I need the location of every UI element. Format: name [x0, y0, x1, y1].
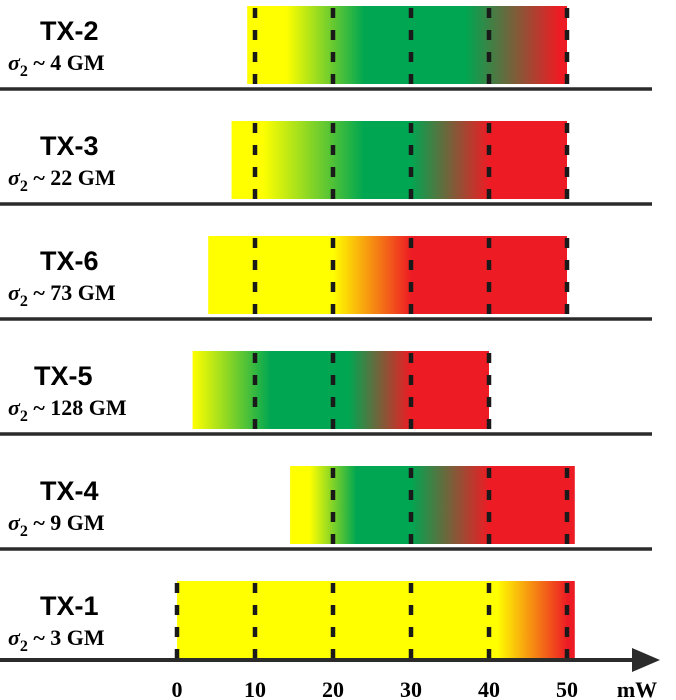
- axes-layer: [0, 87, 660, 672]
- sigma-subscript: 2: [20, 638, 28, 655]
- sigma-symbol: σ: [8, 510, 21, 535]
- x-tick-label: 30: [400, 677, 422, 700]
- sigma-value: ~ 128 GM: [28, 395, 127, 420]
- bar-tx-6: [208, 236, 567, 314]
- x-axis-arrow: [632, 648, 660, 672]
- sigma-subscript: 2: [20, 408, 28, 425]
- row-sigma-label: σ2 ~ 128 GM: [8, 395, 127, 425]
- row-name-label: TX-3: [40, 131, 99, 161]
- row-name-label: TX-6: [40, 246, 99, 276]
- sigma-value: ~ 73 GM: [28, 280, 116, 305]
- row-name-label: TX-5: [34, 361, 93, 391]
- sigma-value: ~ 3 GM: [28, 625, 105, 650]
- sigma-symbol: σ: [8, 50, 21, 75]
- x-tick-label: 20: [322, 677, 344, 700]
- sigma-symbol: σ: [8, 280, 21, 305]
- sigma-symbol: σ: [8, 165, 21, 190]
- row-sigma-label: σ2 ~ 4 GM: [8, 50, 105, 80]
- row-name-label: TX-2: [40, 16, 99, 46]
- x-tick-label: 50: [556, 677, 578, 700]
- sigma-subscript: 2: [20, 63, 28, 80]
- row-sigma-label: σ2 ~ 73 GM: [8, 280, 116, 310]
- row-name-label: TX-4: [40, 476, 99, 506]
- bars-layer: [177, 6, 575, 659]
- sigma-subscript: 2: [20, 523, 28, 540]
- bar-tx-4: [290, 466, 575, 544]
- bar-tx-1: [177, 581, 575, 659]
- sigma-subscript: 2: [20, 293, 28, 310]
- x-tick-label: 40: [478, 677, 500, 700]
- row-sigma-label: σ2 ~ 22 GM: [8, 165, 116, 195]
- grid-layer: [174, 8, 570, 659]
- bar-tx-2: [247, 6, 567, 84]
- sigma-symbol: σ: [8, 625, 21, 650]
- sigma-subscript: 2: [20, 178, 28, 195]
- row-name-label: TX-1: [40, 591, 99, 621]
- bar-tx-3: [231, 121, 567, 199]
- sigma-value: ~ 22 GM: [28, 165, 116, 190]
- ticks-layer: 0 10 20 30 40 50 mW: [172, 677, 658, 700]
- sigma-value: ~ 4 GM: [28, 50, 105, 75]
- row-sigma-label: σ2 ~ 3 GM: [8, 625, 105, 655]
- sigma-value: ~ 9 GM: [28, 510, 105, 535]
- x-unit-label: mW: [617, 677, 657, 700]
- row-sigma-label: σ2 ~ 9 GM: [8, 510, 105, 540]
- x-tick-label: 0: [172, 677, 183, 700]
- sigma-symbol: σ: [8, 395, 21, 420]
- bar-tx-5: [192, 351, 489, 429]
- x-tick-label: 10: [244, 677, 266, 700]
